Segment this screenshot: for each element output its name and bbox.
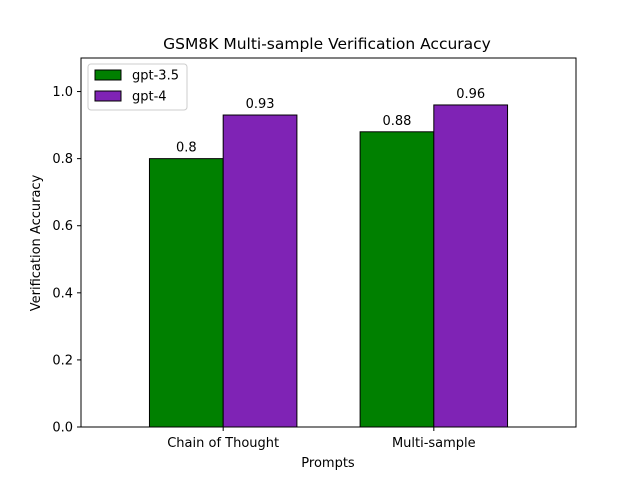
legend-swatch	[94, 90, 122, 102]
bar	[148, 158, 224, 428]
plot-area-frame	[80, 57, 577, 428]
y-tick-label: 0.6	[52, 219, 73, 234]
y-axis-ticks: 0.0 0.2 0.4 0.6 0.8 1.0	[52, 85, 81, 436]
legend-label: gpt-4	[132, 90, 167, 105]
chart-title: GSM8K Multi-sample Verification Accuracy	[163, 35, 491, 53]
x-tick-label: Multi-sample	[392, 436, 476, 451]
bar-value-label: 0.96	[456, 87, 485, 102]
x-axis-ticks: Chain of Thought Multi-sample	[167, 427, 476, 451]
y-tick-label: 0.2	[52, 353, 73, 368]
bar	[359, 131, 435, 428]
legend-label: gpt-3.5	[132, 69, 179, 84]
bar-value-label: 0.8	[176, 141, 197, 156]
bar-value-labels: 0.8 0.88 0.93 0.96	[176, 87, 485, 156]
y-tick-label: 0.0	[52, 421, 73, 436]
bar	[433, 104, 509, 428]
legend-swatch	[94, 69, 122, 81]
y-tick-label: 0.8	[52, 152, 73, 167]
x-axis-label: Prompts	[301, 456, 355, 471]
y-tick-label: 0.4	[52, 286, 73, 301]
bar	[222, 114, 298, 428]
legend: gpt-3.5 gpt-4	[87, 63, 188, 111]
y-axis-label: Verification Accuracy	[29, 174, 44, 311]
bar-series-group	[148, 104, 509, 428]
y-tick-label: 1.0	[52, 85, 73, 100]
bar-value-label: 0.88	[382, 114, 411, 129]
x-tick-label: Chain of Thought	[167, 436, 279, 451]
bar-value-label: 0.93	[246, 97, 275, 112]
